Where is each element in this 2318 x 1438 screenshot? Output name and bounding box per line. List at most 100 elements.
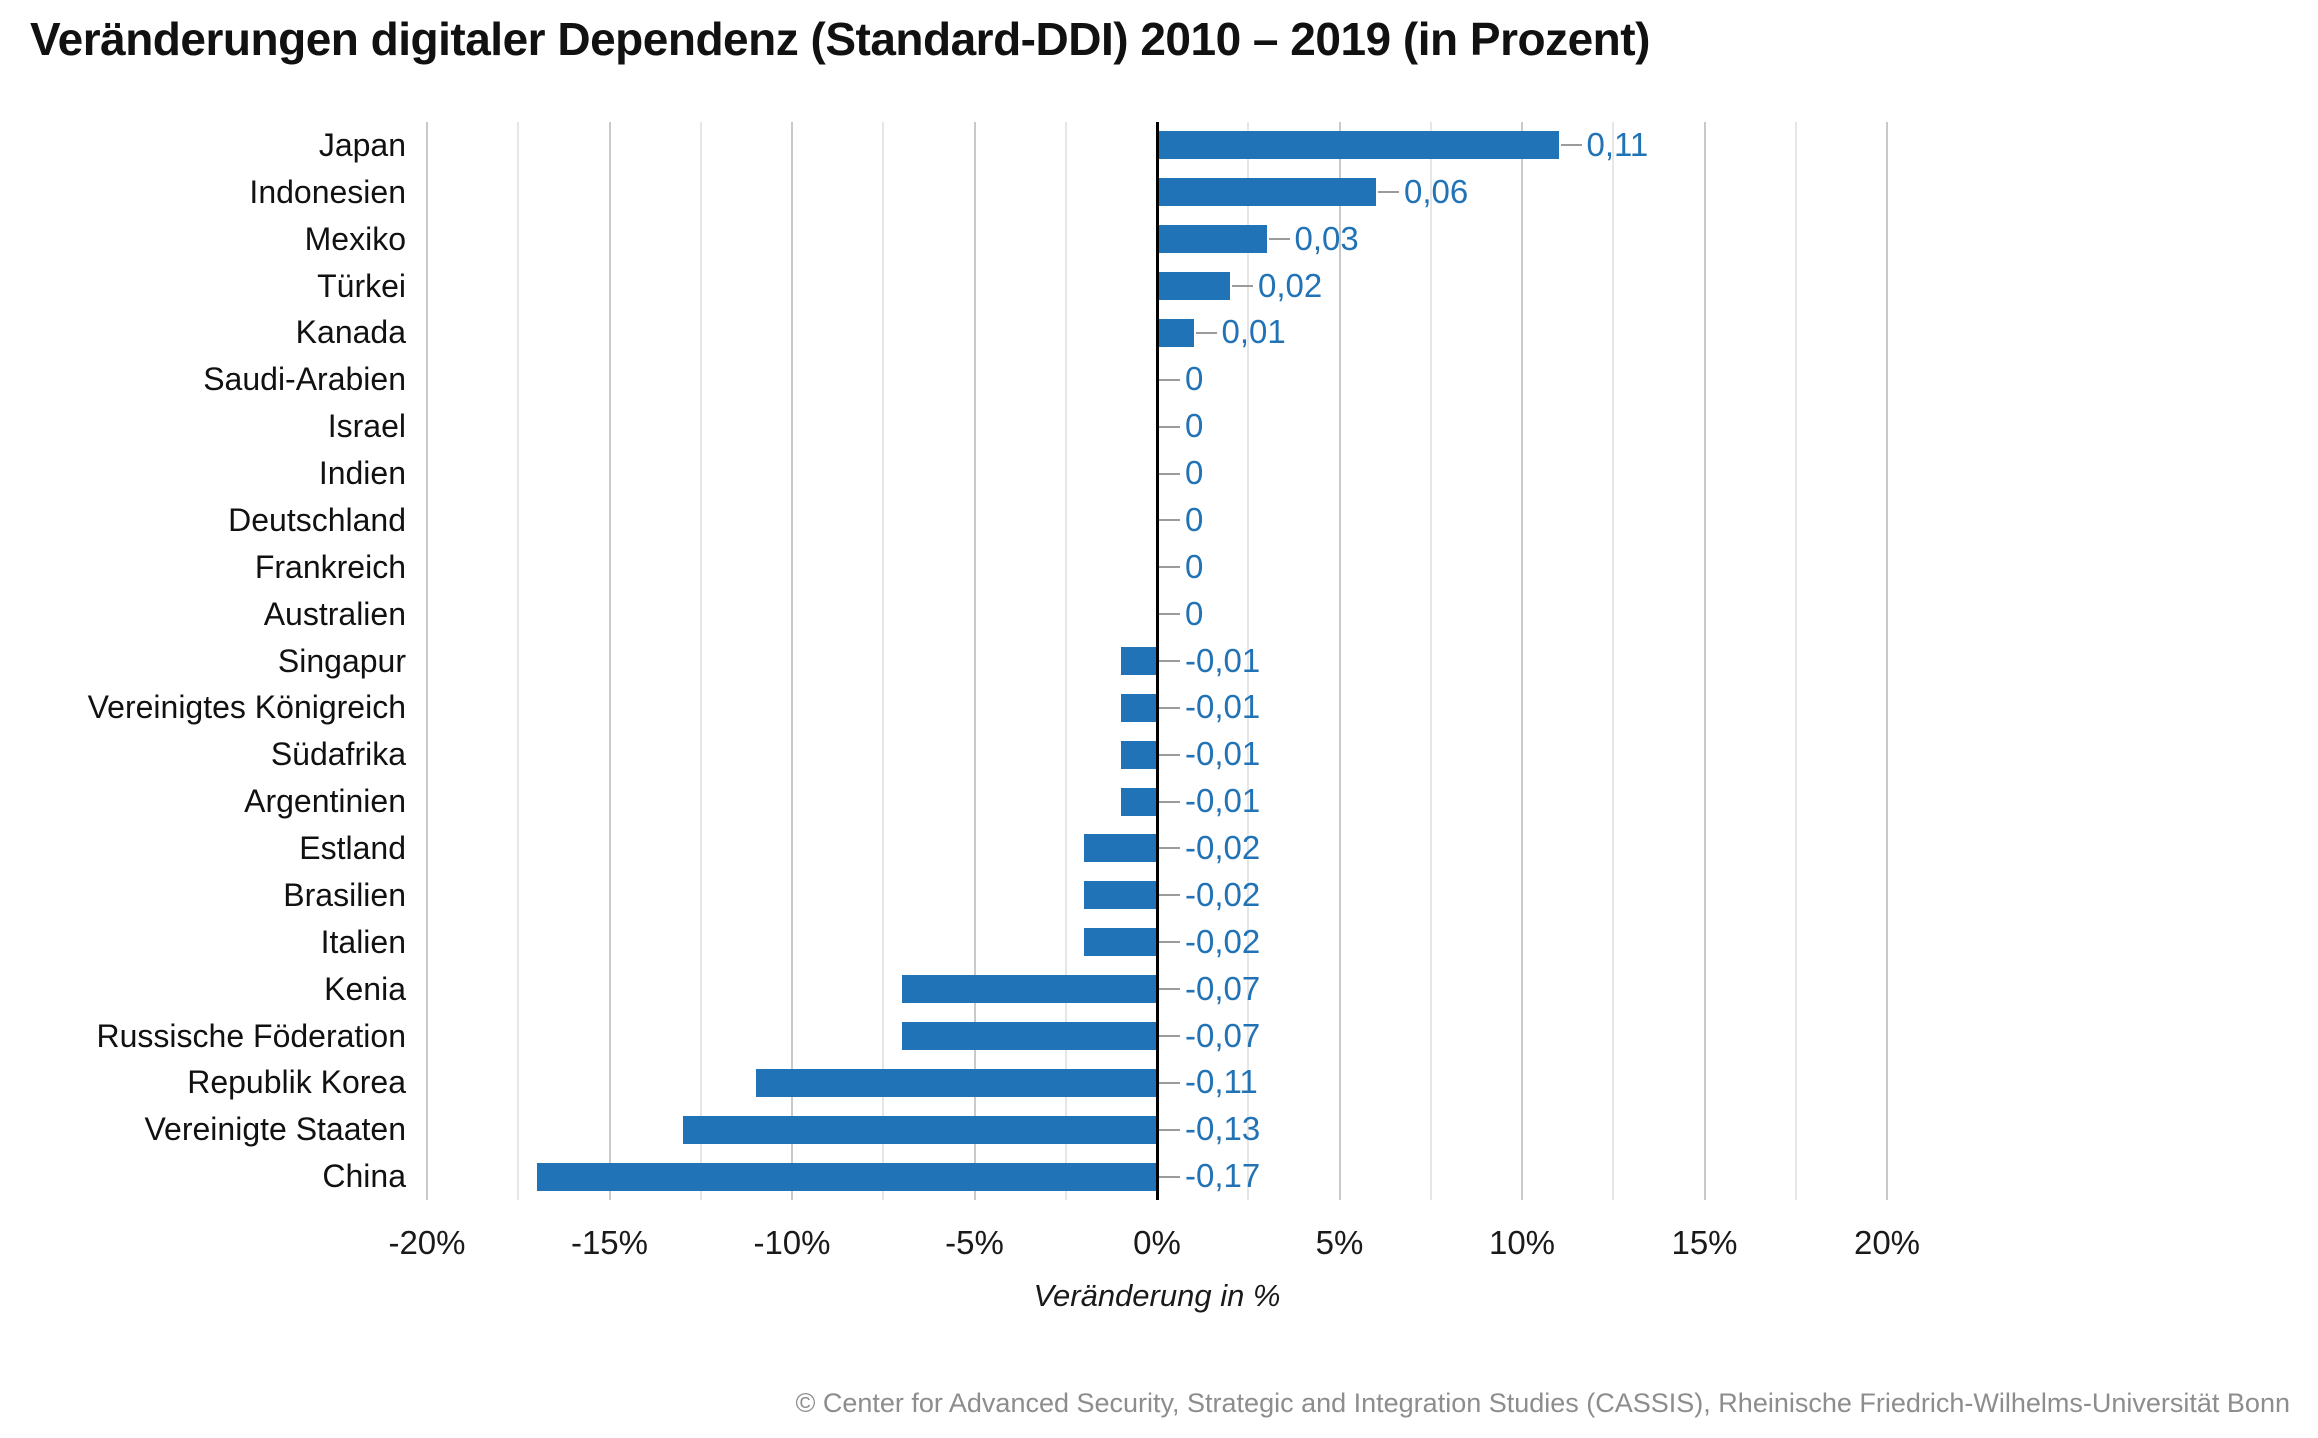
country-label: Frankreich xyxy=(254,548,406,585)
country-label: Mexiko xyxy=(304,220,406,257)
value-label: -0,11 xyxy=(1185,1063,1258,1101)
country-label: China xyxy=(322,1158,406,1195)
leader-line xyxy=(1159,753,1180,756)
leader-line xyxy=(1159,988,1180,991)
bar xyxy=(1120,647,1157,675)
bar xyxy=(536,1162,1157,1191)
bar xyxy=(1157,131,1559,160)
bar xyxy=(1120,693,1157,722)
bar xyxy=(1084,834,1157,863)
leader-line xyxy=(1560,144,1582,147)
bar xyxy=(1120,787,1157,816)
leader-line xyxy=(1159,660,1180,662)
gridline-minor xyxy=(1794,122,1797,1200)
value-label: 0,06 xyxy=(1404,172,1469,210)
bar xyxy=(901,1021,1157,1050)
x-tick-label: 10% xyxy=(1488,1224,1556,1261)
x-tick-label: -5% xyxy=(945,1224,1004,1261)
leader-line xyxy=(1159,847,1180,850)
country-label: Vereinigte Staaten xyxy=(144,1111,406,1148)
x-tick-label: -10% xyxy=(753,1224,831,1261)
x-tick-label: -20% xyxy=(388,1224,466,1261)
gridline-minor xyxy=(882,122,885,1200)
value-label: -0,01 xyxy=(1185,688,1261,726)
x-tick-label: 15% xyxy=(1671,1224,1738,1261)
country-label: Estland xyxy=(299,830,406,867)
country-label: Vereinigtes Königreich xyxy=(87,689,406,726)
bar xyxy=(755,1068,1157,1097)
gridline-major xyxy=(1338,122,1341,1200)
country-label: Deutschland xyxy=(228,501,406,538)
bar xyxy=(682,1115,1157,1144)
country-label: Russische Föderation xyxy=(96,1017,406,1054)
bar xyxy=(1084,881,1157,910)
x-tick-label: 0% xyxy=(1133,1224,1181,1261)
value-label: 0 xyxy=(1185,547,1204,585)
bar xyxy=(1120,740,1157,769)
bar xyxy=(1157,225,1267,254)
leader-line xyxy=(1159,1034,1180,1037)
country-label: Indien xyxy=(318,455,406,492)
leader-line xyxy=(1159,566,1180,569)
leader-line xyxy=(1159,1128,1180,1131)
value-label: 0,03 xyxy=(1294,219,1359,257)
country-label: Südafrika xyxy=(270,736,406,773)
gridline-minor xyxy=(1429,122,1432,1200)
leader-line xyxy=(1268,238,1290,241)
gridline-major xyxy=(1521,122,1523,1200)
leader-line xyxy=(1159,378,1180,381)
leader-line xyxy=(1159,800,1180,803)
leader-line xyxy=(1159,472,1180,475)
value-label: 0 xyxy=(1185,360,1204,398)
leader-line xyxy=(1159,613,1180,616)
x-tick-label: -15% xyxy=(570,1224,649,1261)
country-label: Saudi-Arabien xyxy=(203,361,406,398)
gridline-major xyxy=(426,122,428,1200)
value-label: 0 xyxy=(1185,454,1204,492)
leader-line xyxy=(1159,519,1180,522)
gridline-minor xyxy=(517,122,520,1200)
x-axis-title: Veränderung in % xyxy=(1033,1278,1281,1313)
country-label: Brasilien xyxy=(283,876,406,913)
country-label: Singapur xyxy=(277,642,406,679)
leader-line xyxy=(1159,894,1180,897)
country-label: Türkei xyxy=(317,267,406,304)
value-label: 0,11 xyxy=(1586,126,1649,163)
copyright-note: © Center for Advanced Security, Strategi… xyxy=(795,1388,2290,1418)
bar xyxy=(1084,928,1157,957)
value-label: -0,02 xyxy=(1185,875,1261,913)
gridline-minor xyxy=(1247,122,1250,1200)
country-label: Israel xyxy=(327,408,406,445)
country-label: Australien xyxy=(263,595,406,632)
value-label: -0,01 xyxy=(1185,782,1261,820)
country-label: Indonesien xyxy=(249,173,406,210)
value-label: -0,13 xyxy=(1185,1110,1261,1148)
leader-line xyxy=(1159,941,1180,944)
value-label: -0,07 xyxy=(1185,969,1261,1007)
value-label: -0,07 xyxy=(1185,1016,1261,1054)
bar xyxy=(1157,178,1376,207)
leader-line xyxy=(1232,285,1253,288)
value-label: -0,01 xyxy=(1185,735,1261,773)
bar xyxy=(901,975,1157,1004)
value-label: 0,01 xyxy=(1221,313,1286,351)
country-label: Argentinien xyxy=(244,783,406,820)
chart-title: Veränderungen digitaler Dependenz (Stand… xyxy=(30,13,1650,65)
zero-axis-line xyxy=(1155,122,1159,1200)
gridline-minor xyxy=(699,122,702,1200)
leader-line xyxy=(1195,331,1217,334)
value-label: 0 xyxy=(1185,594,1204,632)
gridline-major xyxy=(973,122,976,1200)
value-label: -0,01 xyxy=(1185,641,1261,679)
x-tick-label: 20% xyxy=(1853,1224,1921,1261)
leader-line xyxy=(1159,1081,1180,1084)
bar xyxy=(1157,318,1194,347)
value-label: -0,17 xyxy=(1185,1157,1261,1195)
leader-line xyxy=(1159,1175,1180,1178)
leader-line xyxy=(1159,706,1180,709)
value-label: -0,02 xyxy=(1185,922,1261,960)
value-label: 0,02 xyxy=(1258,266,1323,304)
value-label: -0,02 xyxy=(1185,829,1261,867)
gridline-minor xyxy=(1064,122,1067,1200)
